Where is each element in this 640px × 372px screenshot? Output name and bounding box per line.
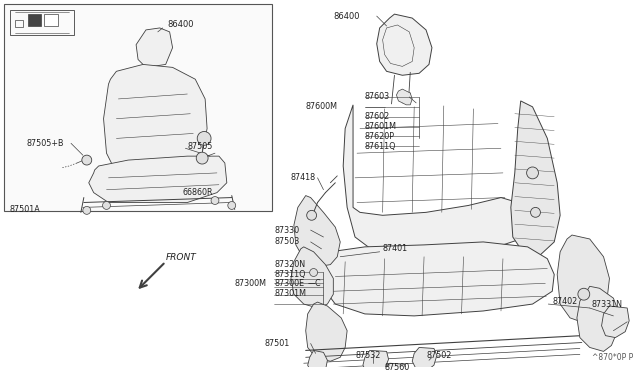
Circle shape [211, 196, 219, 205]
Text: 87611Q: 87611Q [365, 142, 396, 151]
Bar [44, 14, 58, 26]
Text: 87603: 87603 [365, 93, 390, 102]
Bar [15, 20, 22, 27]
Polygon shape [321, 242, 554, 316]
Polygon shape [377, 14, 432, 75]
Text: 87501: 87501 [264, 339, 289, 348]
Circle shape [307, 211, 317, 220]
Text: 87501A: 87501A [10, 205, 40, 214]
Circle shape [531, 208, 540, 217]
Bar [4, 4, 272, 211]
Polygon shape [104, 64, 207, 173]
Polygon shape [511, 101, 560, 255]
Polygon shape [306, 302, 347, 361]
Text: ^870*0P P: ^870*0P P [592, 353, 633, 362]
Text: 87418: 87418 [291, 173, 316, 182]
Text: 87503: 87503 [274, 237, 300, 246]
Polygon shape [89, 156, 227, 202]
Polygon shape [396, 89, 412, 105]
Text: 87602: 87602 [365, 112, 390, 121]
Text: —C: —C [308, 279, 321, 288]
Text: 87300E: 87300E [274, 279, 304, 288]
Bar [28, 14, 42, 26]
Text: FRONT: FRONT [166, 253, 196, 262]
Text: 86400: 86400 [168, 20, 194, 29]
Text: 87401: 87401 [383, 244, 408, 253]
Polygon shape [602, 306, 629, 338]
Circle shape [197, 131, 211, 145]
Text: 87505+B: 87505+B [27, 139, 64, 148]
Polygon shape [577, 286, 620, 352]
Polygon shape [383, 363, 407, 372]
Text: 87330: 87330 [274, 225, 300, 235]
Polygon shape [557, 235, 609, 324]
Circle shape [310, 269, 317, 276]
Text: 87300M: 87300M [235, 279, 267, 288]
Text: 87620P: 87620P [365, 132, 395, 141]
Text: 87532: 87532 [355, 351, 380, 360]
Text: 87402: 87402 [552, 296, 577, 306]
Circle shape [83, 206, 91, 214]
Polygon shape [136, 28, 173, 67]
Text: 87320N: 87320N [274, 260, 305, 269]
Circle shape [578, 288, 589, 300]
Circle shape [196, 152, 208, 164]
Polygon shape [412, 347, 437, 371]
Circle shape [102, 202, 111, 209]
Polygon shape [291, 247, 333, 308]
Polygon shape [343, 105, 525, 257]
Text: 87560: 87560 [385, 363, 410, 372]
Text: 87600M: 87600M [306, 102, 338, 111]
Text: 87502: 87502 [426, 351, 451, 360]
Text: 66860R: 66860R [182, 188, 213, 197]
Circle shape [527, 167, 538, 179]
Text: 87505: 87505 [188, 142, 212, 151]
Text: 87301M: 87301M [274, 289, 306, 298]
Polygon shape [308, 350, 328, 372]
Text: 87601M: 87601M [365, 122, 397, 131]
Polygon shape [294, 196, 340, 267]
Circle shape [228, 202, 236, 209]
Text: 87331N: 87331N [592, 299, 623, 308]
Polygon shape [363, 350, 388, 372]
Circle shape [82, 155, 92, 165]
Text: 86400: 86400 [333, 12, 360, 20]
Text: 87311Q: 87311Q [274, 270, 306, 279]
